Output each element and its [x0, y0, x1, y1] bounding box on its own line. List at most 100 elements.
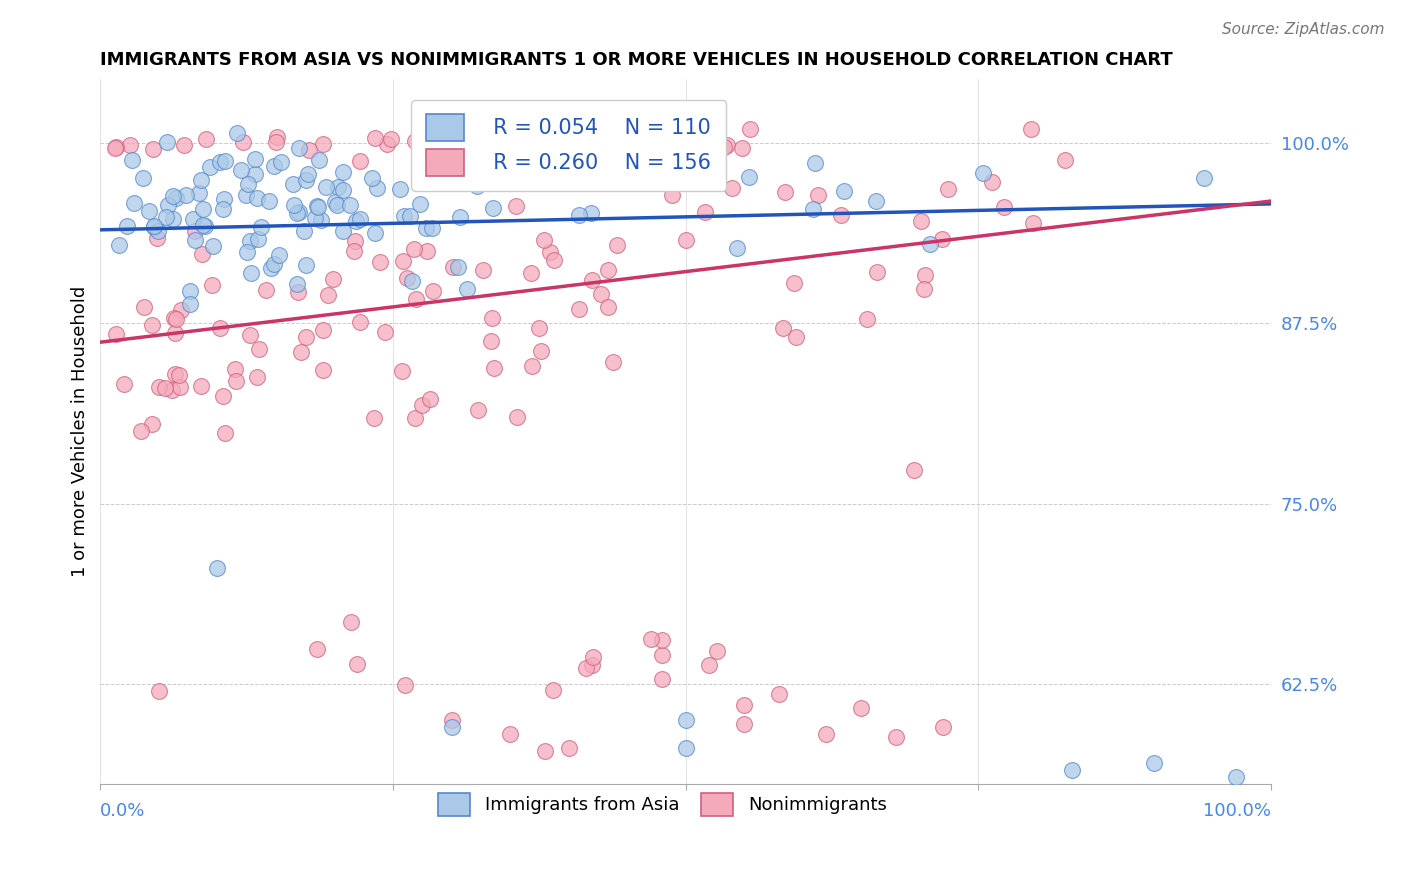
- Point: [344, 214, 367, 228]
- Point: [132, 171, 155, 186]
- Point: [366, 180, 388, 194]
- Point: [675, 713, 697, 727]
- Point: [231, 135, 253, 149]
- Point: [591, 286, 613, 301]
- Point: [602, 355, 624, 369]
- Text: IMMIGRANTS FROM ASIA VS NONIMMIGRANTS 1 OR MORE VEHICLES IN HOUSEHOLD CORRELATIO: IMMIGRANTS FROM ASIA VS NONIMMIGRANTS 1 …: [100, 51, 1173, 69]
- Point: [309, 213, 332, 227]
- Point: [541, 682, 564, 697]
- Point: [156, 135, 179, 149]
- Point: [505, 199, 527, 213]
- Point: [489, 130, 512, 145]
- Point: [285, 206, 308, 220]
- Point: [236, 245, 259, 260]
- Point: [229, 162, 252, 177]
- Point: [207, 561, 229, 575]
- Point: [243, 167, 266, 181]
- Point: [918, 237, 941, 252]
- Point: [339, 197, 361, 211]
- Point: [246, 369, 269, 384]
- Point: [238, 177, 260, 191]
- Point: [190, 379, 212, 393]
- Point: [482, 361, 505, 376]
- Point: [283, 198, 305, 212]
- Point: [804, 155, 827, 169]
- Point: [174, 187, 197, 202]
- Point: [364, 131, 387, 145]
- Point: [557, 741, 579, 756]
- Point: [981, 175, 1004, 189]
- Point: [993, 200, 1015, 214]
- Point: [738, 170, 761, 185]
- Point: [465, 179, 488, 194]
- Point: [138, 204, 160, 219]
- Point: [568, 208, 591, 222]
- Point: [143, 219, 166, 234]
- Point: [211, 389, 233, 403]
- Point: [143, 219, 166, 234]
- Point: [520, 359, 543, 374]
- Point: [344, 234, 367, 248]
- Point: [446, 260, 468, 275]
- Point: [307, 200, 329, 214]
- Point: [1225, 770, 1247, 784]
- Point: [328, 180, 350, 194]
- Point: [832, 185, 855, 199]
- Point: [411, 398, 433, 412]
- Point: [731, 141, 754, 155]
- Point: [932, 720, 955, 734]
- Point: [148, 380, 170, 394]
- Point: [208, 155, 231, 169]
- Point: [122, 196, 145, 211]
- Point: [160, 383, 183, 397]
- Point: [270, 154, 292, 169]
- Point: [713, 139, 735, 153]
- Point: [706, 644, 728, 658]
- Point: [249, 342, 271, 356]
- Point: [533, 233, 555, 247]
- Point: [208, 321, 231, 335]
- Point: [360, 171, 382, 186]
- Point: [179, 284, 201, 298]
- Point: [287, 141, 309, 155]
- Point: [325, 195, 347, 210]
- Point: [472, 262, 495, 277]
- Point: [499, 727, 522, 741]
- Point: [368, 255, 391, 269]
- Point: [422, 285, 444, 299]
- Point: [391, 364, 413, 378]
- Point: [287, 285, 309, 300]
- Point: [529, 343, 551, 358]
- Point: [401, 274, 423, 288]
- Point: [464, 141, 486, 155]
- Point: [121, 153, 143, 167]
- Point: [394, 677, 416, 691]
- Point: [807, 187, 830, 202]
- Point: [716, 137, 738, 152]
- Point: [543, 253, 565, 268]
- Point: [467, 403, 489, 417]
- Point: [402, 242, 425, 256]
- Point: [129, 424, 152, 438]
- Point: [146, 231, 169, 245]
- Point: [418, 173, 440, 187]
- Point: [903, 463, 925, 477]
- Text: 0.0%: 0.0%: [100, 802, 146, 820]
- Point: [263, 257, 285, 271]
- Point: [1192, 171, 1215, 186]
- Point: [163, 310, 186, 325]
- Point: [311, 363, 333, 377]
- Point: [419, 392, 441, 406]
- Point: [316, 288, 339, 302]
- Point: [167, 368, 190, 382]
- Point: [392, 209, 415, 223]
- Point: [720, 180, 742, 194]
- Point: [193, 218, 215, 232]
- Point: [201, 239, 224, 253]
- Point: [575, 660, 598, 674]
- Point: [340, 615, 363, 629]
- Point: [305, 199, 328, 213]
- Point: [363, 411, 385, 425]
- Point: [1060, 763, 1083, 777]
- Point: [568, 301, 591, 316]
